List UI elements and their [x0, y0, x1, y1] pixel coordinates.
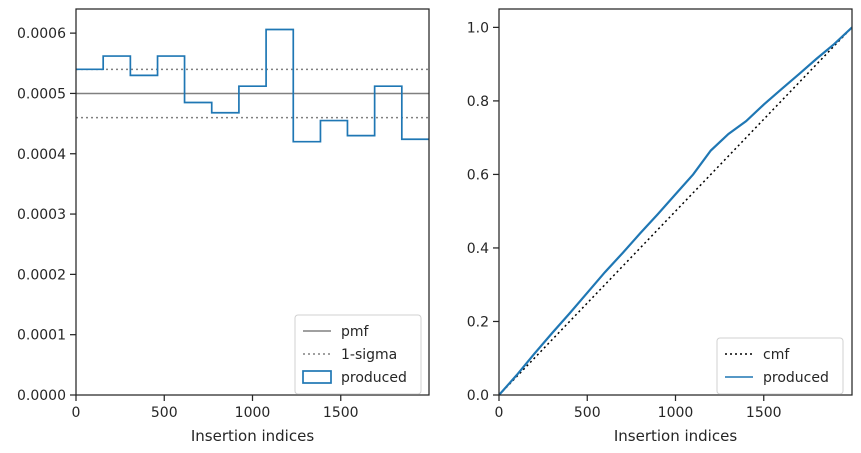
y-tick-label: 0.0: [467, 388, 489, 404]
legend: pmf 1-sigma produced: [294, 314, 422, 395]
y-tick-label: 0.4: [467, 241, 489, 257]
y-tick-label: 0.0001: [17, 328, 66, 344]
x-tick-label: 1000: [235, 405, 271, 421]
produced-line: [499, 26, 852, 395]
legend-box: [294, 314, 422, 395]
x-axis-label: Insertion indices: [614, 427, 737, 445]
legend-box: [716, 337, 844, 395]
chart-insertion-cmf: 0 500 1000 1500 0.0 0.2 0.4 0.6 0.8 1.0 Insertion …: [467, 8, 853, 445]
y-tick-label: 0.0006: [17, 26, 66, 42]
y-tick-label: 0.0003: [17, 207, 66, 223]
legend-label-cmf: cmf: [763, 347, 790, 363]
chart-insertion-pmf: 0 500 1000 1500 0.0000 0.0001 0.0002 0.0003 0.00…: [17, 8, 430, 445]
y-tick-label: 0.0000: [17, 388, 66, 404]
x-tick-label: 500: [574, 405, 601, 421]
y-tick-label: 0.6: [467, 167, 489, 183]
y-tick-label: 0.8: [467, 94, 489, 110]
x-tick-label: 1500: [746, 405, 782, 421]
x-tick-label: 0: [72, 405, 81, 421]
plot-area: [499, 26, 852, 395]
legend-label-produced: produced: [763, 370, 829, 386]
x-tick-label: 0: [495, 405, 504, 421]
legend-label-produced: produced: [341, 370, 407, 386]
plot-area: [76, 28, 429, 143]
legend: cmf produced: [716, 337, 844, 395]
legend-swatch-produced: [302, 370, 332, 384]
y-tick-label: 0.2: [467, 314, 489, 330]
y-tick-label: 0.0002: [17, 267, 66, 283]
y-tick-label: 1.0: [467, 20, 489, 36]
axes-frame: [498, 8, 853, 396]
y-tick-label: 0.0005: [17, 86, 66, 102]
x-tick-label: 500: [151, 405, 178, 421]
produced-step-line: [76, 28, 429, 143]
legend-label-1-sigma: 1-sigma: [341, 347, 397, 363]
y-tick-label: 0.0004: [17, 147, 66, 163]
x-tick-label: 1000: [658, 405, 694, 421]
legend-label-pmf: pmf: [341, 324, 370, 340]
x-tick-label: 1500: [323, 405, 359, 421]
x-axis-label: Insertion indices: [191, 427, 314, 445]
